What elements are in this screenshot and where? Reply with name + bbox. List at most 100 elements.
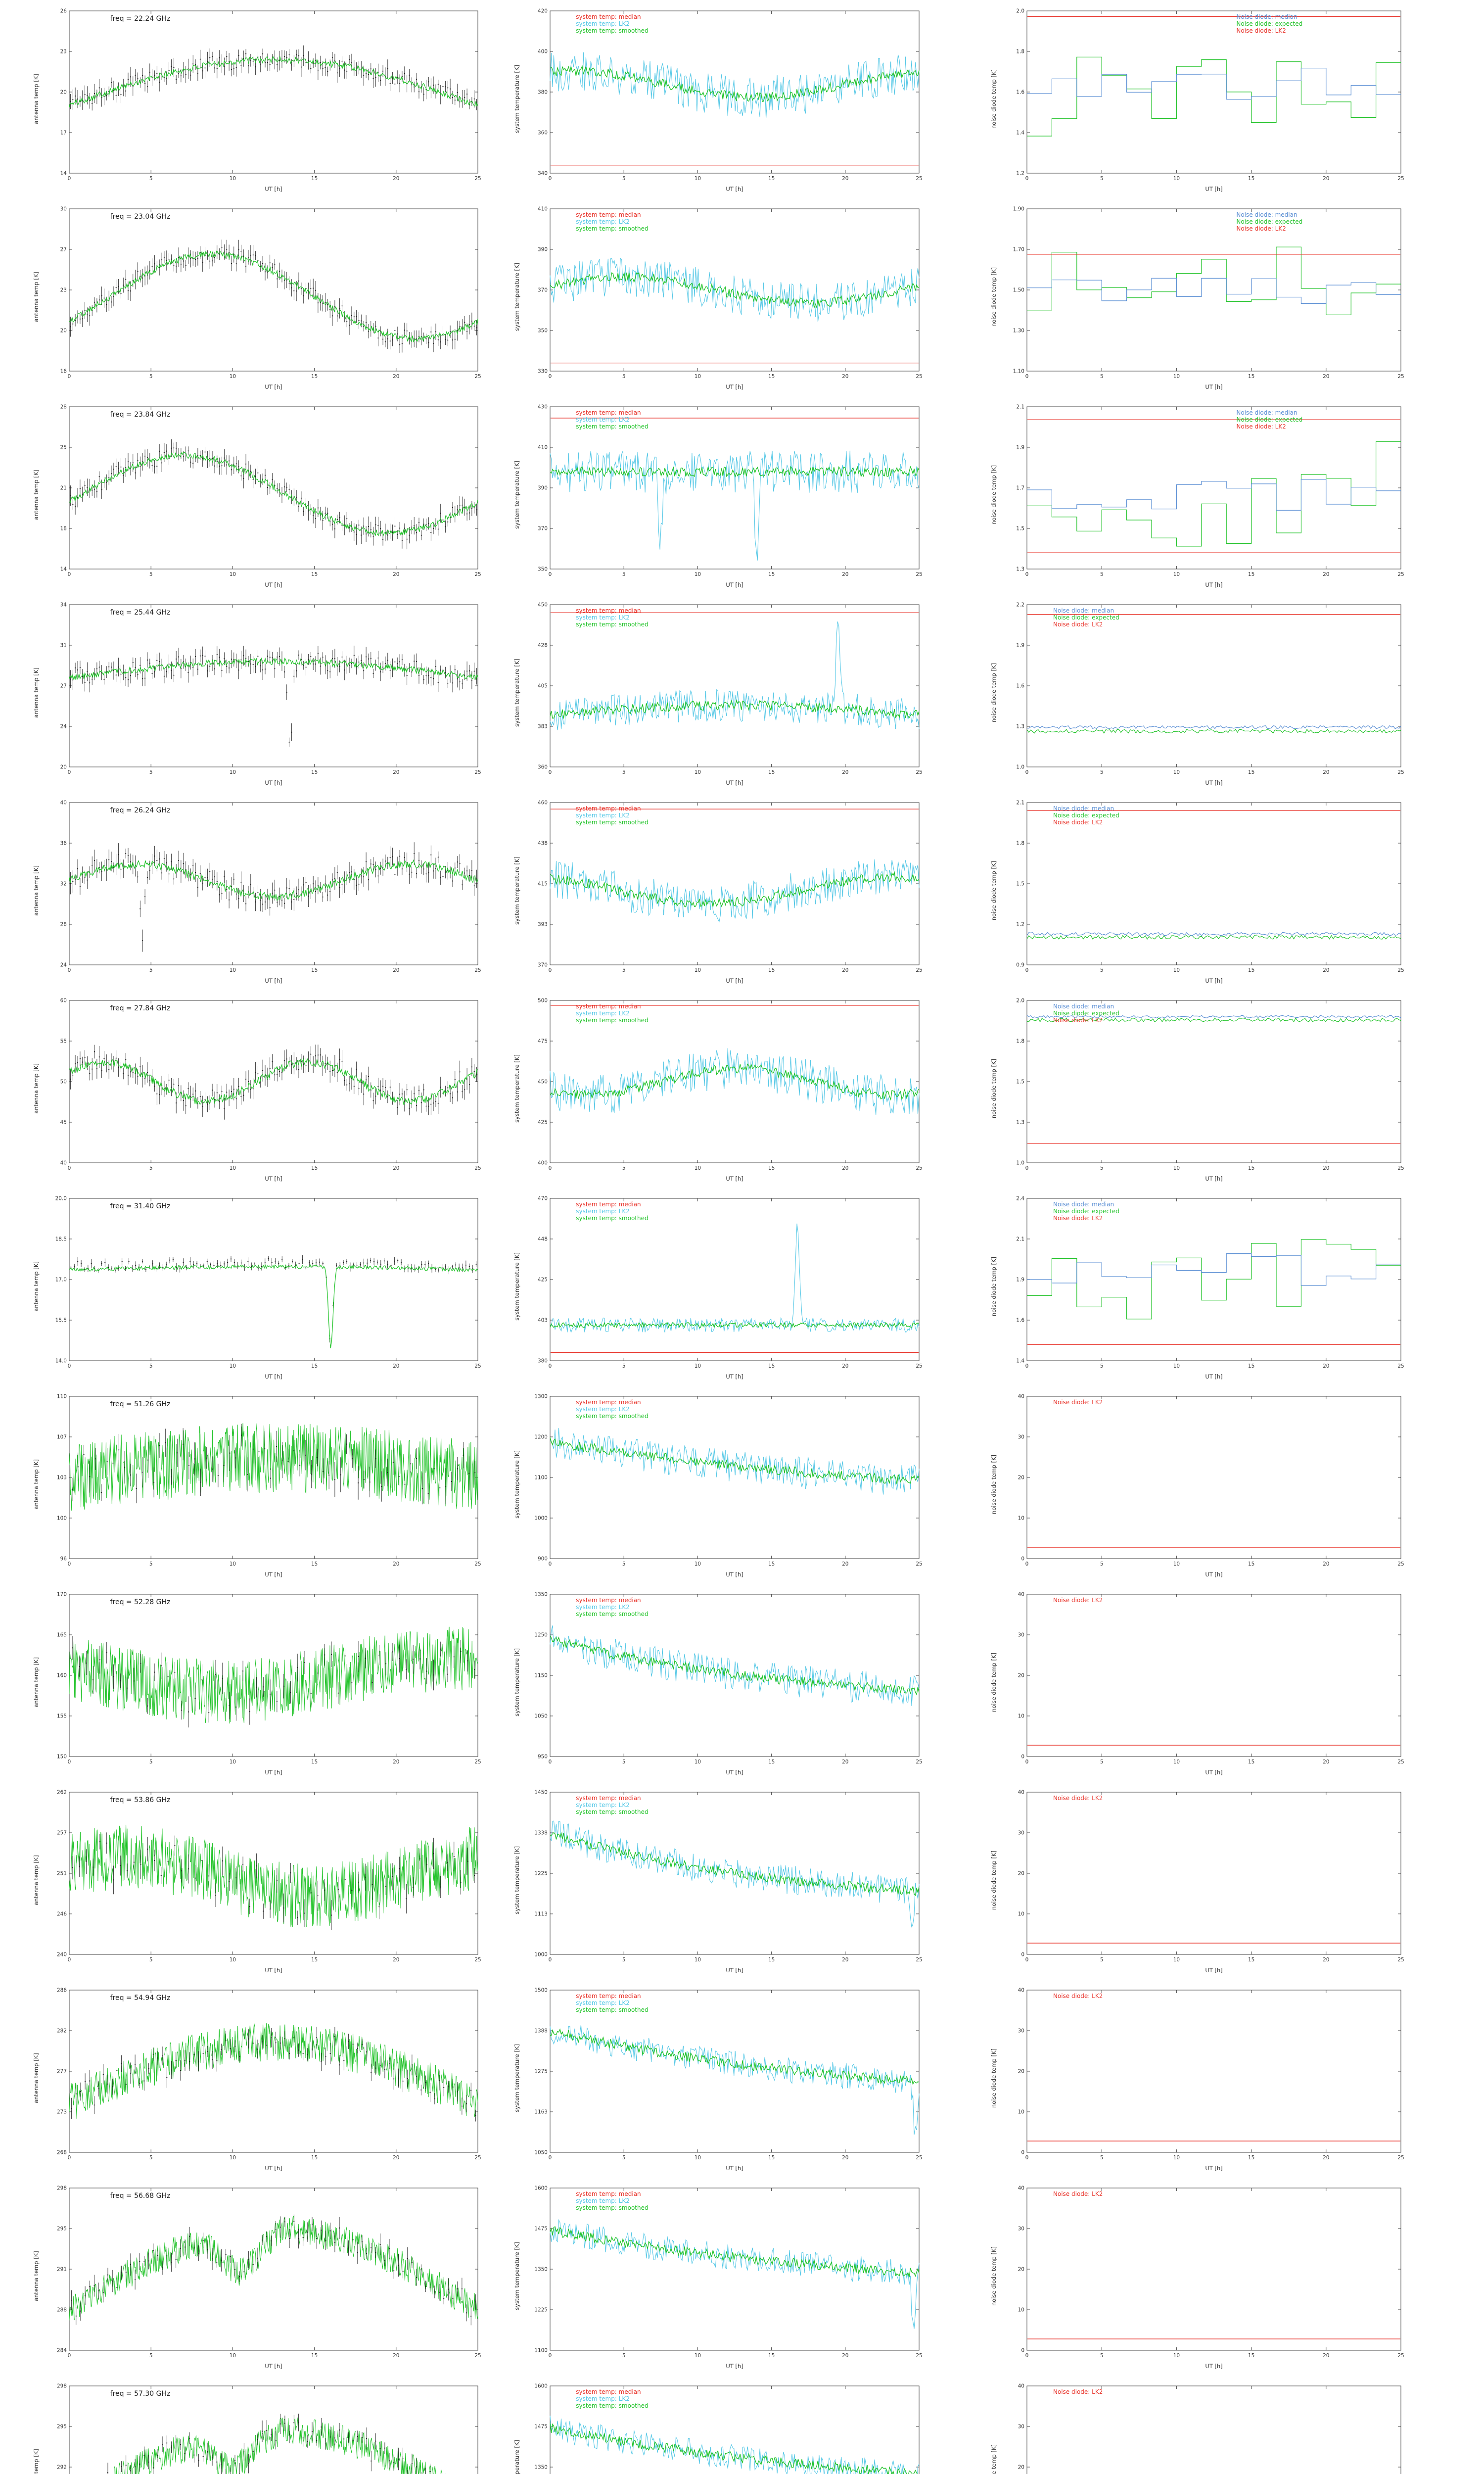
y-tick-label: 370 [538,287,548,293]
x-tick-label: 5 [1100,1165,1104,1171]
y-tick-label: 0 [1021,2150,1024,2156]
y-axis-label: noise diode temp [K] [990,267,997,327]
system-temp-plot-panel: system temperature [K] 350 370 390 410 430 0 5 1… [510,400,924,590]
y-tick-label: 18 [60,526,67,532]
x-tick-label: 5 [149,571,153,577]
x-tick-label: 5 [622,1363,626,1369]
y-tick-label: 1000 [534,1952,548,1958]
series-line [69,657,478,680]
x-tick-label: 15 [1248,1165,1254,1171]
y-tick-label: 1150 [534,1673,548,1679]
legend-item: system temp: median [576,607,641,614]
x-tick-label: 25 [474,176,481,182]
x-tick-label: 15 [1248,571,1254,577]
x-tick-label: 15 [1248,1363,1254,1369]
y-axis-label: system temperature [K] [513,461,520,529]
x-tick-label: 25 [916,176,922,182]
x-tick-label: 10 [695,1165,701,1171]
y-tick-label: 27 [60,247,67,253]
x-tick-label: 15 [768,967,775,973]
y-tick-label: 1050 [534,2150,548,2156]
system-temp-plot: 380 403 425 448 470 0 5 10 15 20 25 UT [h] system te… [538,1196,923,1380]
x-tick-label: 5 [622,176,626,182]
noise-diode-plot-panel: noise diode temp [K] 0.9 1.2 1.5 1.8 2.1 0 5 10 1… [987,796,1406,986]
y-axis-label: antenna temp [K] [33,2449,40,2474]
x-axis-label: UT [h] [1205,2165,1222,2172]
x-axis-label: UT [h] [726,2165,743,2172]
y-tick-label: 14 [60,171,67,177]
y-tick-label: 34 [60,602,67,608]
y-axis-label: noise diode temp [K] [990,1652,997,1713]
x-tick-label: 20 [1323,1363,1329,1369]
x-tick-label: 0 [68,374,71,380]
legend-item: system temp: median [576,1993,641,1999]
noise-diode-plot: 0 10 20 30 40 0 5 10 15 20 25 UT [h] Noise diode: LK… [1018,1592,1404,1776]
x-tick-label: 0 [549,2353,552,2359]
x-tick-label: 5 [622,374,626,380]
y-tick-label: 23 [60,287,67,293]
y-tick-label: 475 [538,1039,548,1045]
panel-title: freq = 54.94 GHz [110,1994,171,2002]
x-tick-label: 0 [549,1957,552,1963]
y-tick-label: 1225 [534,2307,548,2313]
y-tick-label: 1.5 [1016,881,1024,887]
x-tick-label: 20 [393,769,399,775]
legend-item: system temp: smoothed [576,423,648,430]
x-tick-label: 15 [768,374,775,380]
y-tick-label: 10 [1018,2307,1024,2313]
y-tick-label: 1.5 [1016,526,1024,532]
x-tick-label: 25 [1397,374,1404,380]
y-tick-label: 15.5 [55,1318,67,1324]
x-axis-label: UT [h] [265,2363,282,2370]
x-tick-label: 15 [1248,2353,1254,2359]
x-tick-label: 10 [230,1561,236,1567]
series-scatter [70,1255,477,1342]
y-tick-label: 0 [1021,1952,1024,1958]
y-tick-label: 40 [1018,1394,1024,1400]
panel-title: freq = 31.40 GHz [110,1202,171,1210]
y-tick-label: 1600 [534,2383,548,2389]
x-tick-label: 25 [474,1957,481,1963]
x-tick-label: 5 [149,374,153,380]
x-tick-label: 25 [474,1561,481,1567]
y-tick-label: 1.8 [1016,49,1024,55]
system-temp-plot-panel: system temperature [K] 1100 1225 1350 1475 16… [510,2181,924,2371]
x-axis-label: UT [h] [1205,779,1222,786]
x-tick-label: 5 [1100,2155,1104,2161]
y-axis-label: system temperature [K] [513,1252,520,1321]
x-tick-label: 25 [1397,967,1404,973]
series-steps [1027,479,1401,511]
x-tick-label: 10 [230,2353,236,2359]
y-tick-label: 1.3 [1016,724,1024,730]
x-tick-label: 5 [149,1759,153,1765]
plot-row-8: antenna temp [K] 96 100 103 107 110 0 5 10 15 20 25… [30,1385,1484,1583]
x-tick-label: 10 [230,374,236,380]
system-temp-plot-panel: system temperature [K] 340 360 380 400 420 0 5 1… [510,4,924,194]
x-tick-label: 25 [1397,2353,1404,2359]
x-tick-label: 25 [916,1759,922,1765]
x-axis-label: UT [h] [726,779,743,786]
y-tick-label: 1275 [534,2069,548,2075]
x-tick-label: 15 [1248,374,1254,380]
y-tick-label: 20 [1018,1673,1024,1679]
brightness-plot: 2862892922952980510152025UT [h]freq = 57… [57,2383,478,2474]
noise-diode-plot-panel: noise diode temp [K] 0 10 20 30 40 0 5 10 15 20 25 U… [987,1785,1406,1975]
y-tick-label: 295 [57,2424,67,2430]
x-tick-label: 20 [393,1561,399,1567]
x-tick-label: 20 [1323,2353,1329,2359]
y-tick-label: 1388 [534,2028,548,2034]
y-tick-label: 1.10 [1013,369,1024,375]
panel-title: freq = 27.84 GHz [110,1004,171,1012]
y-tick-label: 0.9 [1016,962,1024,968]
brightness-plot-panel: antenna temp [K] 14 18 21 25 28 0 5 10 15 20 25 UT [… [30,400,483,590]
x-tick-label: 20 [393,2353,399,2359]
x-axis-label: UT [h] [726,581,743,588]
y-tick-label: 428 [538,643,548,649]
x-tick-label: 20 [842,374,848,380]
x-tick-label: 25 [474,1759,481,1765]
y-tick-label: 246 [57,1911,67,1917]
y-axis-label: noise diode temp [K] [990,1256,997,1317]
legend-item: Noise diode: median [1053,1201,1114,1208]
noise-diode-plot-panel: noise diode temp [K] 0 10 20 30 40 0 5 10 15 20 25 U… [987,1389,1406,1579]
